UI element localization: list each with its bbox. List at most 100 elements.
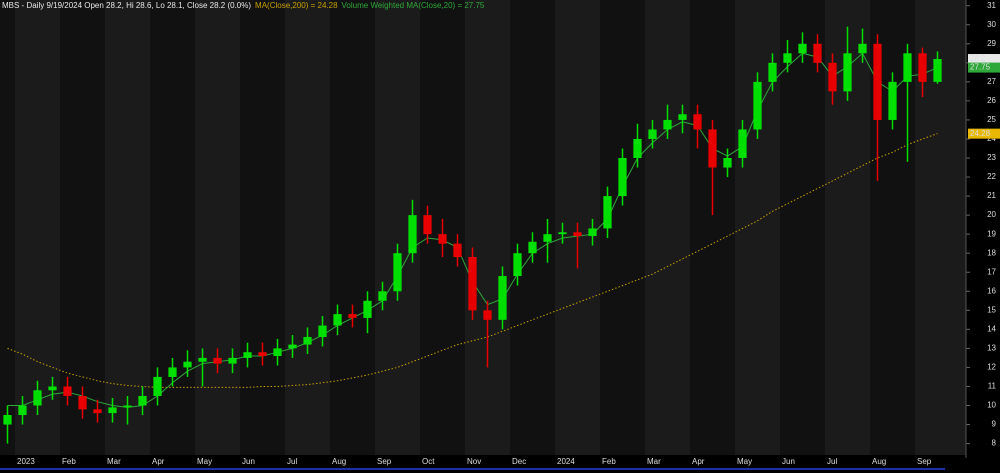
price-tag — [968, 54, 1000, 65]
x-tick-label: Jul — [827, 457, 837, 466]
y-tick-label: 18 — [987, 248, 996, 257]
x-tick-label: Sep — [917, 457, 932, 466]
y-tick-label: 30 — [987, 20, 996, 29]
candle-body — [273, 348, 282, 357]
y-tick-label: 8 — [992, 439, 997, 448]
x-tick-label: Mar — [107, 457, 121, 466]
y-tick-label: 27 — [987, 77, 996, 86]
y-tick-label: 15 — [987, 305, 996, 314]
candle-body — [258, 352, 267, 357]
x-tick-label: Jun — [242, 457, 255, 466]
candle-body — [108, 407, 117, 414]
candle-body — [408, 215, 417, 254]
candle-body — [918, 53, 927, 82]
x-tick-label: Oct — [422, 457, 435, 466]
candle-body — [363, 300, 372, 318]
candle-body — [438, 234, 447, 244]
candle-body — [903, 53, 912, 82]
month-band — [240, 0, 285, 455]
x-tick-label: Aug — [332, 457, 346, 466]
month-band — [285, 0, 330, 455]
candle-body — [738, 129, 747, 159]
x-tick-label: Nov — [467, 457, 481, 466]
candle-body — [168, 367, 177, 377]
y-tick-label: 22 — [987, 172, 996, 181]
candle-body — [138, 395, 147, 406]
candle-body — [33, 390, 42, 406]
candle-body — [453, 243, 462, 258]
candle-body — [573, 232, 582, 237]
candle-body — [558, 232, 567, 235]
candle-body — [618, 158, 627, 197]
month-band — [0, 0, 15, 455]
candle-body — [843, 53, 852, 92]
candle-body — [123, 405, 132, 408]
candle-body — [753, 81, 762, 130]
price-tag-label: 24.28 — [970, 129, 991, 138]
y-tick-label: 23 — [987, 153, 996, 162]
candle-body — [723, 158, 732, 168]
candle-body — [423, 215, 432, 235]
x-tick-label: Apr — [152, 457, 165, 466]
candle-body — [828, 62, 837, 92]
candle-body — [78, 395, 87, 410]
candle-body — [588, 228, 597, 237]
x-tick-label: Aug — [872, 457, 886, 466]
month-band — [195, 0, 240, 455]
y-tick-label: 14 — [987, 324, 996, 333]
candle-body — [813, 43, 822, 63]
month-band — [105, 0, 150, 455]
month-band — [645, 0, 690, 455]
y-tick-label: 19 — [987, 229, 996, 238]
x-tick-label: Sep — [377, 457, 392, 466]
x-tick-label: Jun — [782, 457, 795, 466]
y-tick-label: 26 — [987, 96, 996, 105]
candle-body — [708, 129, 717, 168]
candle-body — [483, 310, 492, 320]
x-tick-label: 2024 — [557, 457, 575, 466]
y-tick-label: 9 — [992, 420, 997, 429]
month-band — [690, 0, 735, 455]
candle-body — [513, 253, 522, 277]
y-tick-label: 11 — [988, 382, 997, 391]
y-tick-label: 17 — [987, 267, 996, 276]
legend-entry: Volume Weighted MA(Close,20) = 27.75 — [342, 1, 485, 10]
y-tick-label: 25 — [987, 115, 996, 124]
month-band — [330, 0, 375, 455]
candle-body — [528, 241, 537, 254]
candle-body — [348, 314, 357, 318]
price-tag-label: 28.2 — [970, 54, 986, 63]
legend-entry: MA(Close,200) = 24.28 — [255, 1, 338, 10]
x-tick-label: Apr — [692, 457, 705, 466]
x-tick-label: 2023 — [17, 457, 35, 466]
x-tick-label: Feb — [602, 457, 616, 466]
candle-body — [603, 196, 612, 229]
candle-body — [318, 325, 327, 337]
candle-body — [678, 114, 687, 120]
candle-body — [63, 386, 72, 396]
candle-body — [933, 59, 942, 82]
x-tick-label: Dec — [512, 457, 526, 466]
candle-body — [663, 119, 672, 130]
candle-body — [3, 415, 12, 425]
month-band — [780, 0, 825, 455]
candle-body — [498, 276, 507, 320]
candle-body — [648, 129, 657, 139]
candle-body — [93, 409, 102, 414]
candle-body — [18, 405, 27, 416]
candle-body — [303, 336, 312, 345]
candle-body — [873, 43, 882, 120]
y-tick-label: 13 — [987, 343, 996, 352]
y-tick-label: 10 — [987, 401, 996, 410]
candle-body — [633, 138, 642, 159]
chart-title: MBS - Daily 9/19/2024 Open 28.2, Hi 28.6… — [2, 1, 251, 10]
month-band — [465, 0, 510, 455]
x-tick-label: May — [737, 457, 752, 466]
candle-body — [333, 314, 342, 326]
price-tag — [968, 128, 1000, 139]
y-tick-label: 31 — [987, 1, 996, 10]
candle-body — [768, 62, 777, 82]
header: MBS - Daily 9/19/2024 Open 28.2, Hi 28.6… — [2, 1, 485, 10]
candle-body — [198, 357, 207, 362]
